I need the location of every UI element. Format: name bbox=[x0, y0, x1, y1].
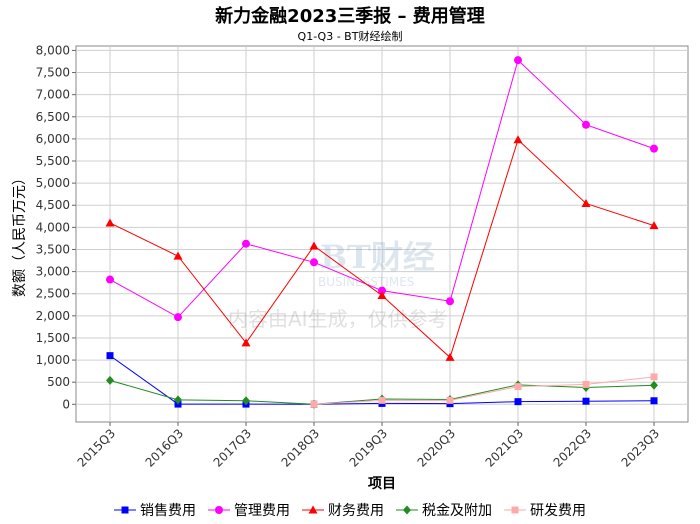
legend-swatch bbox=[396, 505, 418, 515]
legend-item: 税金及附加 bbox=[396, 500, 492, 520]
y-tick-label: 7,500 bbox=[36, 66, 70, 80]
y-tick-label: 2,500 bbox=[36, 287, 70, 301]
x-tick-label: 2021Q3 bbox=[483, 426, 527, 470]
data-point bbox=[649, 221, 659, 230]
data-point bbox=[173, 251, 183, 260]
x-tick-label: 2015Q3 bbox=[75, 426, 119, 470]
series-财务费用 bbox=[105, 135, 659, 361]
data-point bbox=[106, 375, 114, 385]
data-point bbox=[174, 395, 182, 405]
series bbox=[105, 56, 659, 409]
data-point bbox=[650, 380, 658, 390]
legend-swatch bbox=[114, 506, 136, 514]
data-point bbox=[121, 506, 129, 514]
data-point bbox=[513, 135, 523, 144]
legend-item: 管理费用 bbox=[208, 500, 290, 520]
data-point bbox=[511, 506, 519, 514]
data-point bbox=[582, 120, 590, 129]
data-point bbox=[445, 352, 455, 361]
watermark-notice: 内容由AI生成，仅供参考 bbox=[228, 307, 448, 331]
legend-label: 研发费用 bbox=[530, 503, 586, 519]
y-tick-label: 500 bbox=[47, 375, 70, 389]
y-tick-label: 6,000 bbox=[36, 132, 70, 146]
y-tick-label: 2,000 bbox=[36, 309, 70, 323]
chart-title: 新力金融2023三季报 – 费用管理 bbox=[215, 6, 485, 27]
y-tick-label: 3,500 bbox=[36, 242, 70, 256]
x-tick-label: 2023Q3 bbox=[619, 426, 663, 470]
y-tick-label: 3,000 bbox=[36, 265, 70, 279]
y-tick-label: 4,000 bbox=[36, 220, 70, 234]
x-axis-label: 项目 bbox=[368, 476, 396, 492]
watermark-brand-en: BUSINESSTIMES bbox=[318, 275, 414, 289]
data-point bbox=[310, 258, 318, 267]
x-tick-label: 2018Q3 bbox=[279, 426, 323, 470]
series-line bbox=[313, 376, 655, 405]
data-point bbox=[446, 297, 454, 306]
series-研发费用 bbox=[310, 373, 658, 408]
y-tick-label: 1,000 bbox=[36, 353, 70, 367]
data-point bbox=[106, 352, 114, 360]
watermark-brand: BT财经 bbox=[320, 238, 435, 276]
y-tick-label: 6,500 bbox=[36, 110, 70, 124]
data-point bbox=[215, 506, 223, 514]
data-point bbox=[308, 505, 318, 514]
data-point bbox=[309, 241, 319, 250]
legend-label: 税金及附加 bbox=[422, 503, 492, 519]
chart-subtitle: Q1-Q3 - BT财经绘制 bbox=[297, 30, 403, 43]
watermark: BT财经 BUSINESSTIMES 内容由AI生成，仅供参考 bbox=[228, 238, 448, 331]
data-point bbox=[310, 400, 318, 408]
data-point bbox=[106, 275, 114, 284]
y-axis-label: 数额（人民币万元） bbox=[12, 171, 28, 297]
data-point bbox=[378, 396, 386, 404]
data-point bbox=[581, 198, 591, 207]
x-tick-label: 2017Q3 bbox=[211, 426, 255, 470]
data-point bbox=[514, 383, 522, 391]
data-point bbox=[241, 338, 251, 347]
legend: 销售费用 管理费用 财务费用 税金及附加 研发费用 bbox=[0, 500, 700, 520]
x-tick-label: 2020Q3 bbox=[415, 426, 459, 470]
y-tick-label: 1,500 bbox=[36, 331, 70, 345]
data-point bbox=[514, 398, 522, 406]
data-point bbox=[514, 56, 522, 65]
data-point bbox=[582, 397, 590, 405]
data-point bbox=[242, 239, 250, 248]
x-tick-label: 2022Q3 bbox=[551, 426, 595, 470]
data-point bbox=[377, 290, 387, 299]
legend-label: 管理费用 bbox=[234, 503, 290, 519]
series-管理费用 bbox=[106, 56, 658, 322]
y-tick-label: 0 bbox=[62, 397, 70, 411]
legend-swatch bbox=[302, 505, 324, 514]
data-point bbox=[650, 397, 658, 405]
y-tick-label: 5,500 bbox=[36, 154, 70, 168]
legend-label: 销售费用 bbox=[140, 503, 196, 519]
legend-item: 销售费用 bbox=[114, 500, 196, 520]
x-tick-label: 2019Q3 bbox=[347, 426, 391, 470]
legend-item: 研发费用 bbox=[504, 500, 586, 520]
legend-swatch bbox=[208, 506, 230, 514]
data-point bbox=[446, 396, 454, 404]
legend-swatch bbox=[504, 506, 526, 514]
data-point bbox=[378, 286, 386, 295]
y-tick-label: 7,000 bbox=[36, 88, 70, 102]
y-tick-label: 8,000 bbox=[36, 43, 70, 57]
data-point bbox=[650, 144, 658, 153]
y-tick-label: 4,500 bbox=[36, 198, 70, 212]
x-tick-label: 2016Q3 bbox=[143, 426, 187, 470]
data-point bbox=[105, 218, 115, 227]
data-point bbox=[582, 380, 590, 388]
legend-label: 财务费用 bbox=[328, 503, 384, 519]
data-point bbox=[242, 396, 250, 406]
legend-item: 财务费用 bbox=[302, 500, 384, 520]
data-point bbox=[403, 505, 411, 515]
y-tick-label: 5,000 bbox=[36, 176, 70, 190]
data-point bbox=[174, 313, 182, 322]
data-point bbox=[650, 373, 658, 381]
